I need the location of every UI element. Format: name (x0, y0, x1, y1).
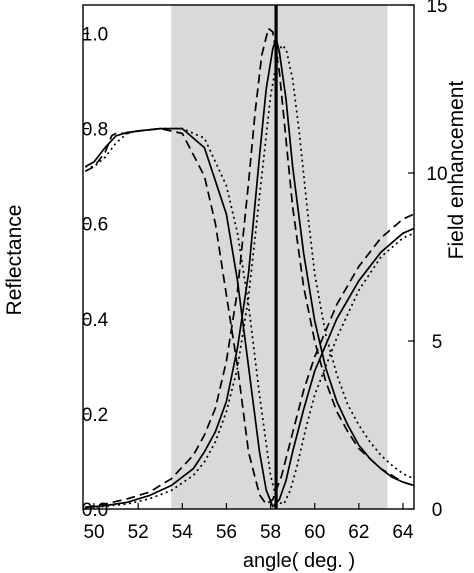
x-tick-label: 50 (83, 522, 104, 543)
y-left-tick-label: 0.2 (82, 405, 108, 426)
x-tick-label: 58 (260, 522, 281, 543)
x-tick-label: 60 (304, 522, 325, 543)
series-line-right-dotted-5 (85, 44, 415, 509)
shaded-region (171, 5, 388, 509)
y-left-tick-label: 0.6 (82, 215, 108, 236)
series-line-right-dashed-4 (85, 27, 415, 509)
plot-frame-layer (82, 4, 415, 510)
tick-marks-layer (83, 4, 414, 510)
x-tick-label: 64 (392, 522, 414, 543)
x-tick-label: 52 (128, 522, 149, 543)
plot-frame (82, 4, 415, 510)
y-axis-right-title: Field enhancement (445, 81, 468, 260)
y-right-tick-label: 5 (432, 332, 443, 353)
y-left-tick-label: 0.4 (82, 310, 109, 331)
x-tick-label: 62 (348, 522, 369, 543)
y-left-tick-label: 0.8 (82, 120, 108, 141)
y-left-tick-label: 0.0 (82, 500, 108, 521)
y-right-tick-label: 10 (426, 164, 447, 185)
x-tick-label: 54 (172, 522, 194, 543)
y-left-tick-label: 1.0 (82, 25, 108, 46)
shaded-region-layer (171, 5, 388, 509)
x-axis-title: angle( deg. ) (243, 550, 355, 572)
tick-labels-layer: 50 52 54 56 58 60 62 64 0.0 0.2 0.4 0.6 0.8 1.0 0 5 10 15 (82, 0, 448, 543)
y-right-tick-label: 15 (426, 0, 447, 17)
series-line-left-dotted-2 (85, 127, 415, 506)
x-tick-label: 56 (216, 522, 237, 543)
y-right-tick-label: 0 (432, 500, 443, 521)
series-line-left-dashed-1 (84, 127, 415, 506)
y-axis-left-title: Reflectance (3, 205, 26, 316)
series-line-left-solid-0 (84, 127, 415, 508)
